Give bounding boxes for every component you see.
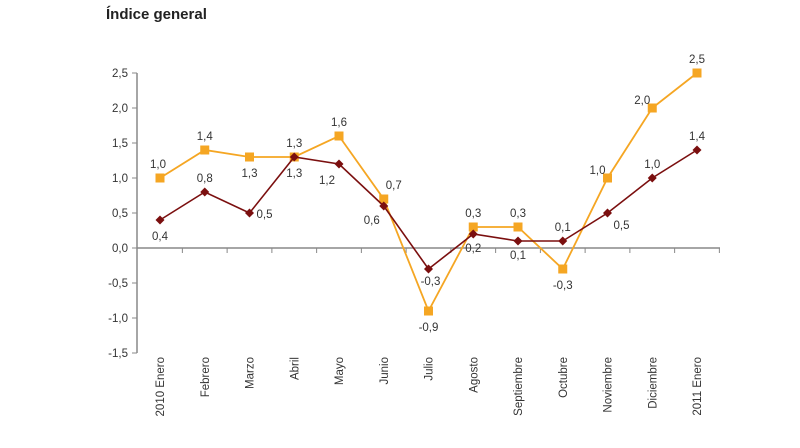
x-tick-label: Junio: [379, 357, 391, 385]
y-tick-label: 2,5: [112, 68, 128, 80]
x-tick-label: Febrero: [200, 357, 212, 397]
data-label: 2,0: [634, 95, 650, 107]
data-point-diamond: [513, 236, 523, 246]
data-point-square: [379, 194, 389, 204]
data-point-square: [245, 152, 254, 162]
data-label: 0,3: [465, 208, 481, 220]
data-point-square: [468, 222, 478, 232]
y-tick-label: 2,0: [112, 103, 128, 115]
y-tick-label: -0,5: [108, 278, 128, 290]
data-point-diamond: [245, 208, 254, 218]
y-tick-label: 0,5: [112, 208, 128, 220]
data-point-diamond: [603, 208, 612, 218]
data-point-diamond: [647, 173, 657, 183]
data-point-diamond: [155, 215, 165, 225]
data-point-square: [155, 173, 165, 183]
x-tick-label: Mayo: [334, 357, 346, 385]
data-point-diamond: [379, 201, 389, 211]
data-label: -0,3: [421, 276, 441, 288]
data-point-diamond: [692, 145, 702, 155]
data-label: 0,7: [386, 180, 402, 192]
data-label: 1,3: [286, 168, 302, 180]
data-point-square: [200, 145, 210, 155]
data-point-diamond: [468, 229, 478, 239]
data-label: 0,1: [510, 250, 526, 262]
data-point-diamond: [289, 152, 299, 162]
data-point-square: [692, 68, 702, 78]
data-point-square: [424, 306, 433, 316]
chart-title: Índice general: [106, 6, 207, 23]
data-label: 0,1: [555, 222, 571, 234]
data-label: 1,6: [331, 117, 347, 129]
x-tick-label: Septiembre: [513, 357, 525, 416]
data-point-square: [603, 173, 612, 183]
x-tick-label: 2011 Enero: [692, 357, 704, 416]
y-tick-label: 0,0: [112, 243, 128, 255]
y-tick-label: 1,5: [112, 138, 128, 150]
data-label: 1,3: [286, 138, 302, 150]
x-tick-label: Noviembre: [603, 357, 615, 413]
x-tick-label: Octubre: [558, 357, 570, 398]
data-point-square: [513, 222, 523, 232]
data-label: -0,3: [553, 280, 573, 292]
data-point-square: [647, 103, 657, 113]
data-label: 2,5: [689, 54, 705, 66]
x-tick-label: Agosto: [468, 357, 480, 393]
data-label: 1,4: [689, 131, 706, 143]
data-label: 0,6: [364, 215, 380, 227]
data-label: 1,4: [197, 131, 214, 143]
data-point-diamond: [334, 159, 344, 169]
data-label: 0,3: [510, 208, 526, 220]
x-tick-label: Abril: [289, 357, 301, 380]
x-tick-label: Julio: [424, 357, 436, 381]
data-label: 1,2: [319, 175, 335, 187]
data-point-diamond: [200, 187, 210, 197]
data-label: 0,5: [614, 220, 630, 232]
y-tick-label: -1,5: [108, 348, 128, 360]
data-label: 0,8: [197, 173, 213, 185]
data-label: 1,0: [150, 159, 166, 171]
data-label: 1,3: [242, 168, 258, 180]
x-tick-label: Diciembre: [647, 357, 659, 409]
data-label: 0,4: [152, 231, 169, 243]
data-label: 0,2: [465, 243, 481, 255]
data-label: 0,5: [257, 209, 273, 221]
data-point-diamond: [424, 264, 433, 274]
data-label: 1,0: [590, 165, 606, 177]
y-tick-label: -1,0: [108, 313, 128, 325]
y-tick-label: 1,0: [112, 173, 128, 185]
x-tick-label: Marzo: [245, 357, 257, 389]
data-point-diamond: [558, 236, 568, 246]
x-tick-label: 2010 Enero: [155, 357, 167, 416]
data-point-square: [558, 264, 568, 274]
data-label: 1,0: [644, 159, 660, 171]
data-point-square: [334, 131, 344, 141]
data-label: -0,9: [419, 322, 439, 334]
